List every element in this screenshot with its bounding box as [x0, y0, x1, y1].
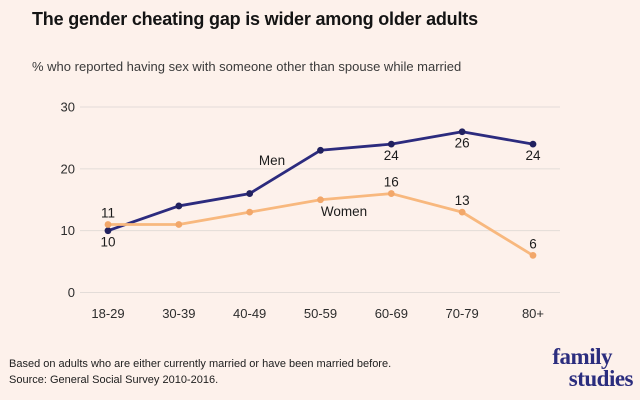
logo-word-studies: studies: [568, 366, 634, 391]
men-data-point: [246, 190, 254, 197]
men-data-point-label: 24: [525, 148, 541, 163]
y-tick-label: 10: [61, 223, 75, 238]
men-data-point-label: 24: [384, 148, 400, 163]
y-tick-label: 0: [68, 285, 75, 300]
footnote-note: Based on adults who are either currently…: [9, 358, 392, 370]
x-tick-label: 70-79: [446, 306, 479, 321]
women-data-point-label: 11: [101, 205, 115, 220]
family-studies-logo: family studies: [552, 344, 634, 391]
women-series-label: Women: [321, 204, 367, 219]
x-tick-label: 60-69: [375, 306, 408, 321]
men-data-point: [104, 227, 112, 235]
chart-subtitle: % who reported having sex with someone o…: [32, 59, 462, 74]
men-data-point: [317, 146, 324, 154]
x-tick-label: 80+: [522, 306, 544, 321]
women-data-point: [529, 252, 537, 259]
logo-word-family: family: [552, 344, 612, 369]
men-data-point: [387, 140, 395, 148]
x-tick-label: 40-49: [233, 306, 266, 321]
men-data-point: [529, 140, 537, 148]
men-data-point-label: 10: [100, 235, 115, 250]
men-data-point: [175, 202, 183, 210]
women-data-point: [317, 196, 324, 204]
women-data-point: [246, 208, 254, 216]
women-data-point-label: 6: [529, 236, 537, 251]
x-tick-label: 50-59: [304, 306, 337, 321]
page-title: The gender cheating gap is wider among o…: [32, 9, 478, 29]
men-data-point: [458, 128, 466, 136]
line-chart: 0 10 20 30 18-29 30-39 40-49 50-59 60-69 70-79 80+…: [61, 100, 560, 321]
y-tick-label: 30: [61, 100, 75, 115]
women-data-point: [458, 208, 466, 216]
women-data-point-label: 16: [384, 175, 399, 190]
footnote-source: Source: General Social Survey 2010-2016.: [9, 373, 219, 386]
x-tick-label: 18-29: [91, 306, 124, 321]
women-data-point-label: 13: [455, 193, 470, 208]
y-tick-label: 20: [61, 161, 75, 176]
women-data-point: [175, 221, 183, 228]
men-data-point-label: 26: [455, 136, 470, 151]
footnote-block: Based on adults who are either currently…: [9, 357, 391, 388]
x-tick-label: 30-39: [162, 306, 195, 321]
women-data-point: [387, 190, 395, 197]
women-data-point: [104, 221, 112, 228]
men-series-label: Men: [259, 153, 285, 168]
